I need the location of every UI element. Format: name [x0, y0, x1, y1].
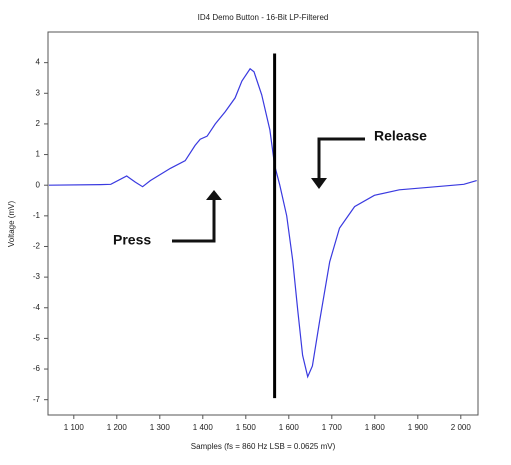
- x-tick-label: 1 600: [279, 423, 300, 432]
- x-tick-label: 1 700: [322, 423, 343, 432]
- annotation: Release: [374, 128, 427, 144]
- plot-frame: [47, 31, 479, 416]
- y-tick-label: -2: [33, 242, 41, 251]
- data-line: [48, 67, 477, 379]
- y-tick-label: -3: [33, 272, 41, 281]
- x-tick-label: 1 900: [408, 423, 429, 432]
- x-tick-label: 1 800: [365, 423, 386, 432]
- y-tick-label: -6: [33, 364, 41, 373]
- y-tick-label: 1: [36, 150, 41, 159]
- annotation: Press: [113, 232, 151, 248]
- y-tick-label: -5: [33, 334, 41, 343]
- y-tick-label: 0: [36, 180, 41, 189]
- chart-title: ID4 Demo Button - 16-Bit LP-Filtered: [198, 13, 329, 22]
- x-tick-label: 1 100: [64, 423, 85, 432]
- y-tick-label: 4: [36, 58, 41, 67]
- x-tick-label: 1 300: [150, 423, 171, 432]
- arrow-head: [311, 178, 327, 189]
- y-tick-label: 3: [36, 88, 41, 97]
- y-tick-label: 2: [36, 119, 41, 128]
- arrow: [172, 196, 216, 243]
- y-tick-label: -4: [33, 303, 41, 312]
- y-tick-label: -7: [33, 395, 41, 404]
- x-tick-label: 2 000: [451, 423, 472, 432]
- arrow: [317, 137, 365, 182]
- y-tick-label: -1: [33, 211, 41, 220]
- y-axis-label: Voltage (mV): [7, 201, 16, 248]
- x-tick-label: 1 400: [193, 423, 214, 432]
- x-tick-label: 1 500: [236, 423, 257, 432]
- x-axis-label: Samples (fs = 860 Hz LSB = 0.0625 mV): [191, 442, 336, 451]
- x-tick-label: 1 200: [107, 423, 128, 432]
- arrow-head: [206, 190, 222, 200]
